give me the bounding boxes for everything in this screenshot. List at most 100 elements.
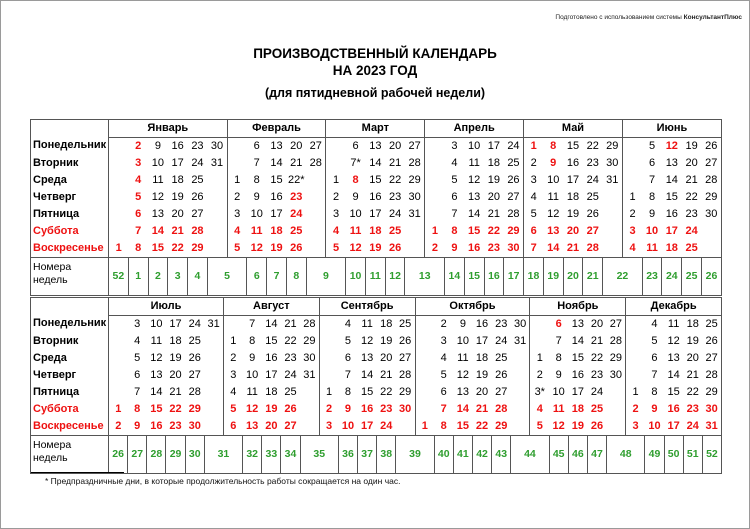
footnote-separator xyxy=(31,472,124,473)
day-cell: 9 xyxy=(154,139,161,152)
day-cell: 12 xyxy=(349,241,362,254)
day-cell: 25 xyxy=(705,317,718,330)
day-cell: 15 xyxy=(571,351,584,364)
day-cell: 26 xyxy=(290,241,303,254)
day-cell xyxy=(414,349,435,367)
day-cell: 18 xyxy=(487,156,501,169)
day-cell: 21 xyxy=(590,334,604,347)
day-cell: 8 xyxy=(648,190,656,203)
day-cell: 12 xyxy=(468,173,481,186)
day-cell: 10 xyxy=(547,173,560,186)
month-header: Сентябрь xyxy=(318,297,415,316)
day-cell xyxy=(207,223,227,240)
day-cell: 20 xyxy=(686,351,699,364)
day-cell: 22 xyxy=(685,190,698,203)
day-cell: 1 xyxy=(523,137,544,155)
day-cell: 16 xyxy=(150,419,163,432)
day-cell xyxy=(207,240,227,258)
day-cell: 27 xyxy=(284,419,297,432)
week-number-cell: 4 xyxy=(187,256,208,295)
day-cell: 28 xyxy=(495,402,508,415)
week-number-cell: 10 xyxy=(345,256,366,295)
month-header: Июль xyxy=(108,297,224,316)
day-cell: 29 xyxy=(191,241,204,254)
month-header: Март xyxy=(325,119,425,138)
prepared-note-text: Подготовлено с использованием системы xyxy=(555,14,684,21)
day-cell: 24 xyxy=(586,173,599,186)
day-cell xyxy=(318,366,339,384)
day-cell: 9 xyxy=(651,402,658,415)
day-cell: 26 xyxy=(191,190,204,203)
day-cell: 10 xyxy=(645,224,659,237)
day-cell: 13 xyxy=(150,368,163,381)
day-cell: 21 xyxy=(566,241,580,254)
day-cell: 7 xyxy=(344,368,352,381)
day-row: Пятница 6 13 20 27 3 10 17 24 3 10 17 24 31 7 14 21 28 5 12… xyxy=(30,205,722,223)
day-cell: 5 xyxy=(451,173,458,186)
month-header: Февраль xyxy=(226,119,326,138)
day-cell xyxy=(396,418,415,436)
day-cell: 5 xyxy=(135,190,142,203)
day-cell: 26 xyxy=(590,419,604,432)
day-cell: 1 xyxy=(625,383,645,401)
day-cell: 25 xyxy=(586,190,599,203)
day-cell: 23 xyxy=(191,139,204,152)
day-cell: 19 xyxy=(169,351,182,364)
day-cell xyxy=(318,349,339,367)
day-cell: 20 xyxy=(566,224,580,237)
day-row: Воскресенье 2 9 16 23 30 6 13 20 27 3 10 17 24 1 8 15 22 2… xyxy=(30,417,722,436)
day-cell xyxy=(511,418,530,436)
day-cell xyxy=(204,350,223,367)
day-cell: 29 xyxy=(705,190,718,203)
day-cell: 7 xyxy=(249,317,256,330)
week-number-cell: 16 xyxy=(483,256,504,295)
day-cell xyxy=(424,137,445,155)
day-cell: 2 xyxy=(107,417,128,435)
day-cell: 9 xyxy=(648,207,656,220)
day-row-label: Четверг xyxy=(30,366,109,384)
day-cell: 27 xyxy=(309,139,322,152)
day-cell: 25 xyxy=(290,224,303,237)
day-cell xyxy=(108,137,129,155)
day-cell: 18 xyxy=(475,351,489,364)
day-cell xyxy=(603,223,623,240)
footnote: * Предпраздничные дни, в которые продолж… xyxy=(45,476,401,486)
day-cell: 30 xyxy=(705,402,718,415)
day-cell xyxy=(107,349,128,367)
day-cell xyxy=(226,137,247,155)
week-number-cell: 15 xyxy=(463,256,485,295)
day-cell: 24 xyxy=(590,385,604,398)
day-cell: 14 xyxy=(360,368,374,381)
day-cell: 27 xyxy=(188,368,201,381)
day-cell: 2 xyxy=(318,400,339,418)
day-cell xyxy=(300,418,319,436)
day-cell: 18 xyxy=(369,224,382,237)
day-cell: 2 xyxy=(529,366,550,384)
week-number-cell: 25 xyxy=(681,256,702,295)
day-cell: 22 xyxy=(686,385,699,398)
day-cell: 29 xyxy=(606,139,619,152)
day-cell: 23 xyxy=(487,241,501,254)
day-cell: 13 xyxy=(667,351,680,364)
day-cell: 19 xyxy=(566,207,580,220)
corner-cell xyxy=(30,119,109,137)
day-cell: 25 xyxy=(284,385,297,398)
month-header-row: Январь Февраль Март Апрель Май Июнь xyxy=(30,119,722,138)
day-cell: 6 xyxy=(648,156,656,169)
day-cell: 29 xyxy=(609,351,623,364)
day-cell: 25 xyxy=(590,402,604,415)
day-cell: 16 xyxy=(665,207,678,220)
day-cell: 13 xyxy=(246,419,259,432)
day-cell xyxy=(424,205,445,223)
day-cell: 5 xyxy=(523,205,544,223)
day-row-label: Среда xyxy=(30,349,109,367)
day-cell xyxy=(318,315,339,333)
day-cell xyxy=(306,223,326,240)
day-cell: 27 xyxy=(586,224,599,237)
week-number-cell: 19 xyxy=(542,256,564,295)
day-cell: 10 xyxy=(468,139,481,152)
day-cell: 21 xyxy=(685,173,698,186)
day-cell: 28 xyxy=(507,207,520,220)
day-cell xyxy=(603,240,623,258)
day-cell: 18 xyxy=(686,317,699,330)
